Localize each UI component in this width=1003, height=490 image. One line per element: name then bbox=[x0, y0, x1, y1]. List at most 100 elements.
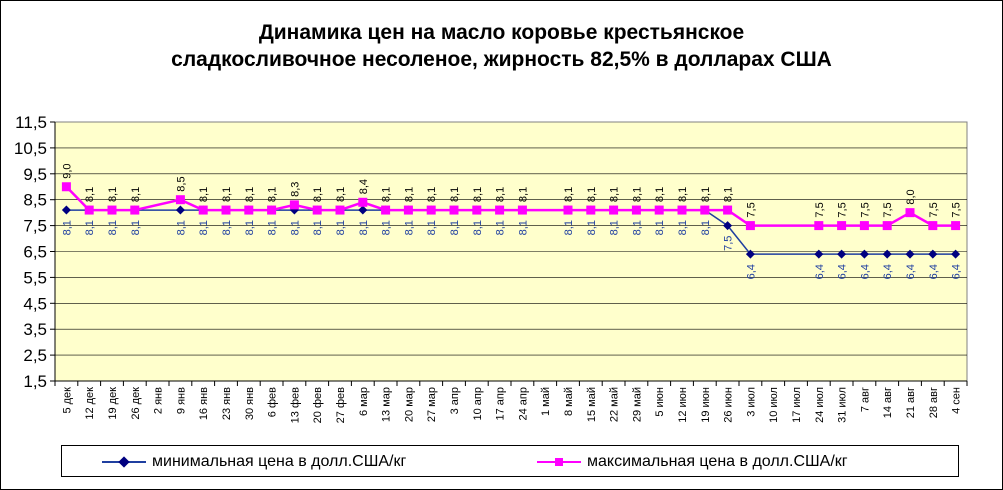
point-min bbox=[951, 249, 961, 259]
point-max bbox=[449, 205, 459, 215]
x-tick-label: 6 фев bbox=[267, 387, 279, 417]
x-tick-label: 5 дек bbox=[61, 387, 73, 414]
x-tick-label: 8 май bbox=[563, 387, 575, 416]
point-max bbox=[198, 205, 208, 215]
data-label-min: 8,1 bbox=[426, 220, 438, 235]
data-label-max: 8,1 bbox=[700, 187, 712, 202]
chart-title-line-2: сладкосливочное несоленое, жирность 82,5… bbox=[171, 48, 832, 71]
data-label-min: 8,1 bbox=[335, 220, 347, 235]
data-label-min: 7,5 bbox=[723, 236, 735, 251]
y-tick-label: 10,5 bbox=[14, 139, 47, 158]
x-tick-label: 14 авг bbox=[882, 387, 894, 418]
x-tick-label: 31 июл bbox=[837, 387, 849, 423]
point-max bbox=[495, 205, 505, 215]
data-label-max: 8,1 bbox=[403, 187, 415, 202]
point-min bbox=[905, 249, 915, 259]
data-label-min: 8,1 bbox=[449, 220, 461, 235]
data-label-min: 8,1 bbox=[267, 220, 279, 235]
y-tick-label: 7,5 bbox=[23, 217, 47, 236]
chart-title-line-1: Динамика цен на масло коровье крестьянск… bbox=[258, 21, 745, 44]
x-tick-label: 13 фев bbox=[289, 387, 301, 423]
data-label-max: 7,5 bbox=[882, 202, 894, 217]
data-label-max: 8,1 bbox=[495, 187, 507, 202]
x-tick-label: 20 фев bbox=[312, 387, 324, 423]
data-label-max: 8,1 bbox=[381, 187, 393, 202]
data-label-max: 8,1 bbox=[631, 187, 643, 202]
x-tick-label: 17 апр bbox=[495, 387, 507, 420]
x-tick-label: 3 апр bbox=[449, 387, 461, 414]
data-label-min: 8,1 bbox=[381, 220, 393, 235]
data-label-max: 8,1 bbox=[426, 187, 438, 202]
legend-label-min: минимальная цена в долл.США/кг bbox=[152, 453, 407, 470]
data-label-max: 7,5 bbox=[745, 202, 757, 217]
legend-swatch-min bbox=[102, 452, 146, 472]
x-tick-label: 12 дек bbox=[84, 387, 96, 420]
point-min bbox=[723, 221, 733, 231]
data-label-min: 8,1 bbox=[403, 220, 415, 235]
data-label-max: 8,4 bbox=[358, 179, 370, 194]
point-max bbox=[654, 205, 664, 215]
point-min bbox=[837, 249, 847, 259]
x-tick-label: 2 янв bbox=[153, 387, 165, 414]
x-tick-label: 28 авг bbox=[928, 387, 940, 418]
x-tick-label: 15 май bbox=[586, 387, 598, 422]
data-label-min: 6,4 bbox=[928, 264, 940, 279]
data-label-min: 6,4 bbox=[951, 264, 963, 279]
x-tick-label: 21 авг bbox=[905, 387, 917, 418]
data-label-min: 8,1 bbox=[289, 220, 301, 235]
data-label-min: 6,4 bbox=[837, 264, 849, 279]
point-max bbox=[472, 205, 482, 215]
point-max bbox=[358, 197, 368, 207]
y-tick-label: 6,5 bbox=[23, 243, 47, 262]
data-label-max: 8,1 bbox=[107, 187, 119, 202]
x-tick-label: 12 июн bbox=[677, 387, 689, 423]
data-label-max: 8,1 bbox=[609, 187, 621, 202]
point-min bbox=[814, 249, 824, 259]
point-min bbox=[61, 205, 71, 215]
data-label-max: 8,1 bbox=[312, 187, 324, 202]
point-min bbox=[745, 249, 755, 259]
point-max bbox=[882, 221, 892, 231]
data-label-min: 8,1 bbox=[472, 220, 484, 235]
x-tick-label: 10 апр bbox=[472, 387, 484, 420]
data-label-min: 8,1 bbox=[61, 220, 73, 235]
data-label-max: 7,5 bbox=[837, 202, 849, 217]
point-min bbox=[859, 249, 869, 259]
x-tick-label: 13 мар bbox=[381, 387, 393, 422]
data-label-max: 7,5 bbox=[859, 202, 871, 217]
point-max bbox=[107, 205, 117, 215]
x-tick-label: 27 мар bbox=[426, 387, 438, 422]
data-label-min: 8,1 bbox=[175, 220, 187, 235]
y-tick-label: 9,5 bbox=[23, 165, 47, 184]
data-label-min: 6,4 bbox=[905, 264, 917, 279]
point-max bbox=[403, 205, 413, 215]
legend-item-max: максимальная цена в долл.США/кг bbox=[537, 452, 848, 472]
data-label-min: 8,1 bbox=[358, 220, 370, 235]
data-label-min: 8,1 bbox=[700, 220, 712, 235]
point-min bbox=[175, 205, 185, 215]
legend-item-min: минимальная цена в долл.США/кг bbox=[102, 452, 406, 472]
data-label-min: 8,1 bbox=[84, 220, 96, 235]
y-tick-label: 5,5 bbox=[23, 268, 47, 287]
data-label-min: 8,1 bbox=[244, 220, 256, 235]
point-max bbox=[723, 205, 733, 215]
x-tick-label: 4 сен bbox=[951, 387, 963, 414]
x-tick-label: 26 июн bbox=[723, 387, 735, 423]
y-tick-label: 1,5 bbox=[23, 372, 47, 391]
point-min bbox=[358, 205, 368, 215]
y-tick-label: 8,5 bbox=[23, 191, 47, 210]
x-tick-label: 22 май bbox=[609, 387, 621, 422]
x-tick-label: 1 май bbox=[540, 387, 552, 416]
x-tick-label: 3 июл bbox=[745, 387, 757, 417]
data-label-max: 8,3 bbox=[289, 182, 301, 197]
x-tick-label: 19 дек bbox=[107, 387, 119, 420]
data-label-max: 8,1 bbox=[335, 187, 347, 202]
point-max bbox=[951, 221, 961, 231]
point-max bbox=[859, 221, 869, 231]
data-label-max: 7,5 bbox=[814, 202, 826, 217]
x-tick-label: 26 дек bbox=[130, 387, 142, 420]
point-max bbox=[221, 205, 231, 215]
x-tick-label: 19 июн bbox=[700, 387, 712, 423]
